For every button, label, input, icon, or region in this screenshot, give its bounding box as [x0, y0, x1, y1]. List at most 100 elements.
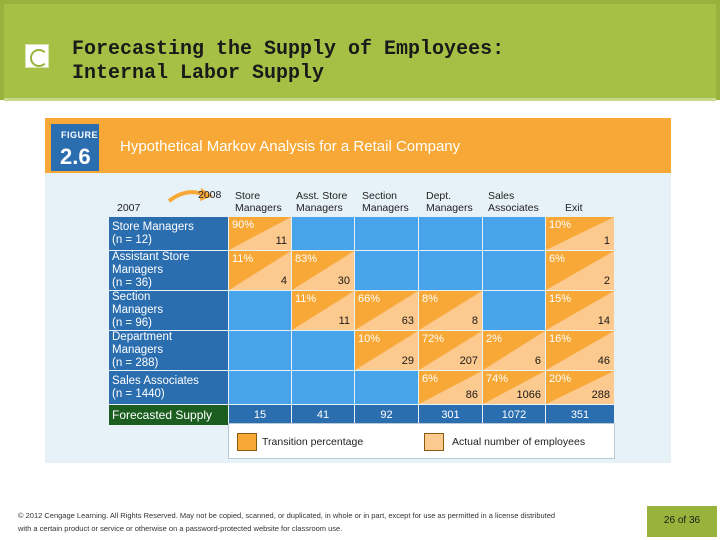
empty-cell — [291, 216, 355, 251]
figure-banner: FIGURE 2.6 Hypothetical Markov Analysis … — [45, 118, 671, 173]
transition-cell: 15% 14 — [545, 290, 615, 331]
column-header: Asst. Store Managers — [296, 190, 348, 214]
employee-count: 4 — [280, 275, 287, 287]
row-label-title: Department Managers — [112, 331, 173, 356]
transition-percentage: 66% — [358, 293, 381, 305]
transition-swatch — [237, 433, 257, 451]
employee-count: 11 — [338, 315, 350, 327]
matrix-row: Assistant Store Managers (n = 36) 11% 4 83% 3… — [108, 250, 615, 291]
transition-percentage: 74% — [486, 373, 509, 385]
empty-cell — [418, 216, 483, 251]
column-header: Dept. Managers — [426, 190, 473, 214]
row-label: Section Managers (n = 96) — [108, 290, 229, 331]
transition-percentage: 8% — [422, 293, 438, 305]
column-header: Sales Associates — [488, 190, 539, 214]
employee-count: 1066 — [516, 389, 541, 401]
forecast-value: 15 — [228, 404, 292, 426]
column-header: Store Managers — [235, 190, 282, 214]
slide-title: Forecasting the Supply of Employees: Int… — [72, 38, 505, 85]
empty-cell — [354, 370, 419, 405]
forecast-value: 351 — [545, 404, 615, 426]
row-label-title: Section Managers — [112, 291, 164, 316]
cell-split-fill — [419, 371, 482, 404]
slide-header: Forecasting the Supply of Employees: Int… — [0, 0, 720, 101]
transition-percentage: 11% — [295, 293, 317, 305]
transition-cell: 6% 86 — [418, 370, 483, 405]
transition-cell: 20% 288 — [545, 370, 615, 405]
column-header: Section Managers — [362, 190, 409, 214]
cell-split-fill — [419, 331, 482, 370]
empty-cell — [228, 290, 292, 331]
row-label: Assistant Store Managers (n = 36) — [108, 250, 229, 291]
transition-percentage: 11% — [232, 253, 254, 265]
row-label-count: (n = 96) — [112, 317, 152, 329]
employee-count: 207 — [459, 355, 478, 367]
cell-split-fill — [546, 371, 614, 404]
cell-split-fill — [546, 251, 614, 290]
transition-percentage: 83% — [295, 253, 318, 265]
page-total: 36 — [688, 515, 701, 526]
transition-percentage: 20% — [549, 373, 572, 385]
figure-title: Hypothetical Markov Analysis for a Retai… — [120, 138, 461, 155]
row-label: Department Managers (n = 288) — [108, 330, 229, 371]
transition-cell: 66% 63 — [354, 290, 419, 331]
figure-tag: FIGURE 2.6 — [51, 124, 99, 171]
cell-split-fill — [546, 291, 614, 330]
empty-cell — [482, 250, 546, 291]
employee-count: 46 — [597, 355, 610, 367]
transition-cell: 10% 1 — [545, 216, 615, 251]
row-label-title: Assistant Store Managers — [112, 251, 190, 276]
empty-cell — [354, 216, 419, 251]
cell-split-fill — [229, 217, 291, 250]
page-of: of — [677, 515, 687, 526]
transition-percentage: 90% — [232, 219, 255, 231]
legend-actual-label: Actual number of employees — [452, 436, 586, 448]
employee-count: 30 — [337, 275, 350, 287]
row-label: Store Managers (n = 12) — [108, 216, 229, 251]
empty-cell — [291, 370, 355, 405]
empty-cell — [482, 290, 546, 331]
employee-count: 288 — [591, 389, 610, 401]
page-indicator: 26 of 36 — [647, 506, 717, 537]
employee-count: 63 — [401, 315, 414, 327]
forecast-value: 301 — [418, 404, 483, 426]
forecast-label: Forecasted Supply — [108, 404, 229, 426]
cell-split-fill — [546, 331, 614, 370]
header-panel — [4, 4, 716, 101]
employee-count: 8 — [471, 315, 478, 327]
column-header: Exit — [565, 202, 583, 214]
employee-count: 6 — [534, 355, 541, 367]
matrix-row: Sales Associates (n = 1440) 6% 86 74% 1066 20%… — [108, 370, 615, 405]
row-label-title: Store Managers — [112, 220, 194, 233]
row-label-count: (n = 36) — [112, 277, 152, 289]
empty-cell — [291, 330, 355, 371]
employee-count: 86 — [465, 389, 478, 401]
row-label-count: (n = 1440) — [112, 387, 165, 400]
transition-percentage: 6% — [422, 373, 438, 385]
curved-arrow-icon — [167, 188, 213, 203]
empty-cell — [228, 370, 292, 405]
legend-transition-label: Transition percentage — [262, 436, 364, 448]
matrix-row: Department Managers (n = 288) 10% 29 72% 207 2… — [108, 330, 615, 371]
row-label-count: (n = 12) — [112, 233, 152, 246]
matrix-row: Store Managers (n = 12) 90% 11 10% 1 — [108, 216, 615, 251]
transition-percentage: 6% — [549, 253, 565, 265]
actual-swatch — [424, 433, 444, 451]
transition-percentage: 10% — [549, 219, 572, 231]
transition-percentage: 15% — [549, 293, 572, 305]
transition-cell: 72% 207 — [418, 330, 483, 371]
transition-cell: 6% 2 — [545, 250, 615, 291]
cell-split-fill — [292, 291, 354, 330]
employee-count: 2 — [603, 275, 610, 287]
forecast-row: Forecasted Supply 15 41 92 301 1072 351 — [108, 404, 615, 426]
cell-split-fill — [483, 371, 545, 404]
copyright-notice: © 2012 Cengage Learning. All Rights Rese… — [18, 511, 556, 533]
transition-cell: 16% 46 — [545, 330, 615, 371]
row-label-count: (n = 288) — [112, 357, 159, 369]
transition-cell: 10% 29 — [354, 330, 419, 371]
legend: Transition percentage Actual number of e… — [228, 423, 615, 459]
transition-cell: 90% 11 — [228, 216, 292, 251]
ring-logo-icon — [25, 44, 49, 68]
transition-percentage: 10% — [358, 333, 381, 345]
cell-split-fill — [355, 291, 418, 330]
